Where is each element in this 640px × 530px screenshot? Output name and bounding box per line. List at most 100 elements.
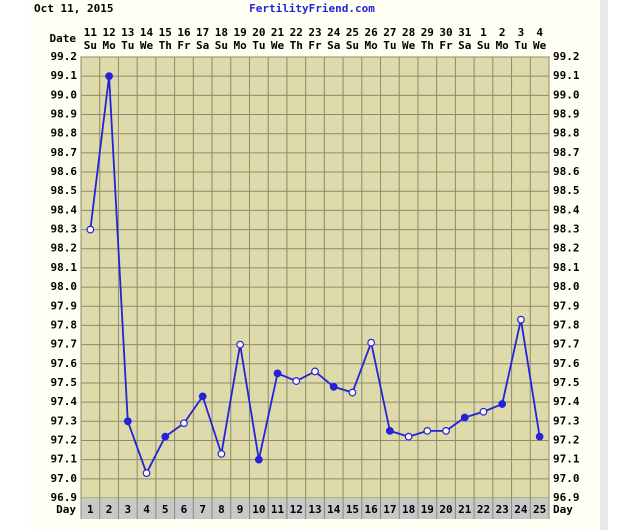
weekday-label: Su [84, 39, 97, 52]
y-tick-label-right: 97.4 [553, 395, 580, 408]
chart-date: Oct 11, 2015 [34, 2, 113, 15]
y-tick-label: 97.7 [51, 338, 78, 351]
day-number: 24 [514, 503, 528, 516]
y-tick-label-right: 97.9 [553, 299, 580, 312]
temperature-point [385, 426, 394, 435]
temperature-point [535, 432, 544, 441]
day-number: 15 [346, 503, 359, 516]
weekday-label: Mo [233, 39, 247, 52]
y-tick-label: 97.6 [51, 357, 78, 370]
y-tick-label-right: 98.9 [553, 108, 580, 121]
day-number: 9 [237, 503, 244, 516]
day-label-right: Day [553, 503, 573, 516]
temperature-point [311, 367, 319, 376]
x-tick-label: 20 [252, 26, 265, 39]
y-tick-label: 98.7 [51, 146, 78, 159]
y-tick-label-right: 98.0 [553, 280, 580, 293]
shadow [600, 0, 608, 530]
day-row [81, 499, 549, 519]
day-number: 17 [383, 503, 396, 516]
temperature-point [161, 432, 170, 441]
temperature-point [460, 413, 469, 422]
day-number: 1 [87, 503, 94, 516]
temperature-point [404, 432, 413, 441]
weekday-label: Mo [102, 39, 116, 52]
y-tick-label: 98.1 [51, 261, 78, 274]
weekday-label: Tu [514, 39, 527, 52]
weekday-label: Th [159, 39, 172, 52]
y-tick-label: 97.4 [51, 395, 78, 408]
x-tick-label: 2 [499, 26, 506, 39]
temperature-point [105, 72, 113, 81]
day-number: 8 [218, 503, 225, 516]
day-number: 16 [365, 503, 379, 516]
plot-area [80, 56, 550, 499]
x-tick-label: 23 [308, 26, 321, 39]
day-number: 6 [181, 503, 188, 516]
y-tick-label-right: 99.0 [553, 88, 580, 101]
y-tick-label-right: 96.9 [553, 491, 580, 504]
date-label: Date [50, 32, 77, 45]
weekday-label: Tu [383, 39, 396, 52]
weekday-label: Su [346, 39, 359, 52]
x-tick-label: 22 [290, 26, 303, 39]
day-number: 11 [271, 503, 285, 516]
x-tick-label: 19 [233, 26, 246, 39]
x-tick-label: 31 [458, 26, 472, 39]
x-tick-label: 25 [346, 26, 359, 39]
y-tick-label: 97.9 [51, 299, 78, 312]
x-tick-label: 16 [177, 26, 191, 39]
weekday-label: Fr [308, 39, 322, 52]
temperature-point [217, 450, 226, 458]
x-tick-label: 28 [402, 26, 415, 39]
y-tick-label-right: 98.1 [553, 261, 580, 274]
day-number: 21 [458, 503, 472, 516]
day-number: 14 [327, 503, 341, 516]
temperature-point [180, 419, 188, 428]
temperature-point [348, 388, 357, 397]
y-tick-label: 98.8 [51, 127, 78, 140]
day-number: 13 [308, 503, 321, 516]
day-label: Day [56, 503, 76, 516]
weekday-label: Tu [121, 39, 134, 52]
temperature-point [198, 392, 207, 401]
weekday-label: Fr [177, 39, 191, 52]
x-tick-label: 3 [518, 26, 525, 39]
temperature-point [442, 426, 450, 435]
x-tick-label: 18 [215, 26, 228, 39]
weekday-label: Tu [252, 39, 265, 52]
weekday-label: We [140, 39, 154, 52]
y-tick-label: 99.1 [51, 69, 78, 82]
weekday-label: Su [215, 39, 228, 52]
day-number: 23 [496, 503, 509, 516]
temperature-point [86, 225, 95, 234]
day-number: 2 [106, 503, 113, 516]
weekday-label: Th [290, 39, 303, 52]
y-tick-label: 97.0 [51, 472, 78, 485]
y-tick-label: 98.3 [51, 223, 78, 236]
x-tick-label: 17 [196, 26, 209, 39]
day-number: 19 [421, 503, 434, 516]
temperature-point [517, 315, 525, 324]
y-tick-label-right: 98.6 [553, 165, 580, 178]
day-number: 7 [199, 503, 206, 516]
temperature-point [329, 382, 338, 391]
y-tick-label-right: 97.8 [553, 318, 580, 331]
weekday-label: Fr [439, 39, 453, 52]
y-tick-label: 98.0 [51, 280, 78, 293]
y-tick-label-right: 98.4 [553, 203, 580, 216]
y-tick-label: 97.2 [51, 433, 78, 446]
weekday-label: Sa [327, 39, 340, 52]
day-number: 3 [124, 503, 131, 516]
temperature-point [123, 417, 132, 426]
x-tick-label: 1 [480, 26, 487, 39]
x-tick-label: 14 [140, 26, 154, 39]
weekday-label: Sa [196, 39, 209, 52]
y-tick-label: 98.6 [51, 165, 78, 178]
y-tick-label-right: 97.3 [553, 414, 580, 427]
temperature-point [142, 469, 151, 477]
x-tick-label: 29 [421, 26, 434, 39]
weekday-label: Sa [458, 39, 471, 52]
temperature-point [292, 377, 301, 385]
x-tick-label: 12 [102, 26, 115, 39]
